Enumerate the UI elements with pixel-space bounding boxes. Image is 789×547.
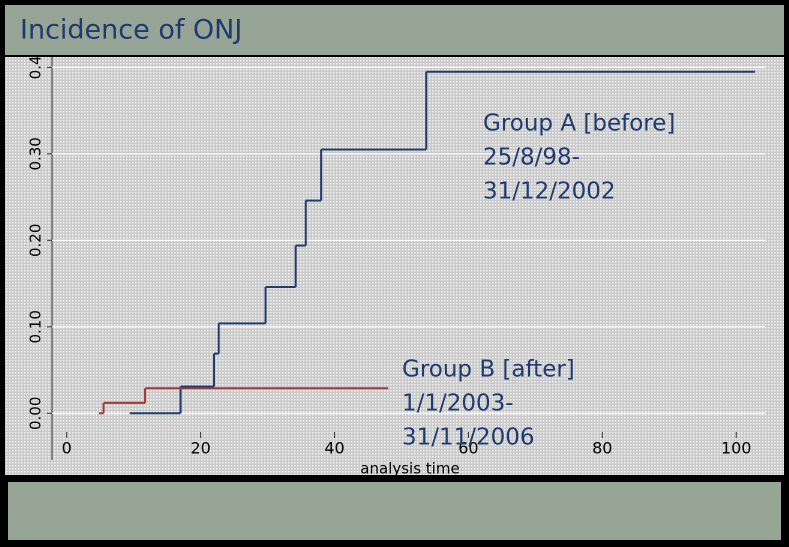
- plot-background: [5, 57, 784, 475]
- x-tick-label: 60: [458, 439, 478, 458]
- y-tick-label: 0.00: [27, 397, 45, 430]
- series-period: 1/1/2003-: [402, 391, 514, 417]
- x-tick-label: 100: [721, 439, 752, 458]
- x-tick-label: 20: [190, 439, 210, 458]
- series-label: Group B [after]: [402, 357, 575, 383]
- x-tick-label: 40: [324, 439, 344, 458]
- slide-title: Incidence of ONJ: [20, 15, 242, 46]
- series-period: 31/11/2006: [402, 425, 535, 451]
- series-period: 31/12/2002: [483, 179, 616, 205]
- y-tick-label: 0.4: [27, 55, 45, 79]
- y-tick-label: 0.30: [27, 137, 45, 170]
- footer-bar: [8, 482, 781, 540]
- x-axis-label: analysis time: [360, 460, 459, 478]
- series-label: Group A [before]: [483, 111, 675, 137]
- x-tick-label: 80: [592, 439, 612, 458]
- x-tick-label: 0: [62, 439, 72, 458]
- y-tick-label: 0.20: [27, 224, 45, 257]
- y-tick-label: 0.10: [27, 310, 45, 343]
- series-period: 25/8/98-: [483, 145, 580, 171]
- title-bar: [5, 5, 784, 55]
